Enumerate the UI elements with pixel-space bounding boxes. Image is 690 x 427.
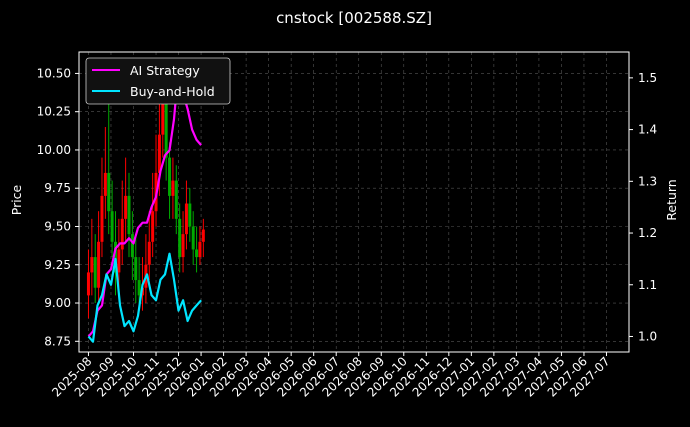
- candle-body: [90, 257, 94, 273]
- candle-body: [103, 172, 107, 196]
- candle-body: [161, 104, 165, 135]
- chart-title: cnstock [002588.SZ]: [276, 9, 432, 27]
- y-right-tick-label: 1.3: [638, 174, 657, 188]
- candle-body: [195, 249, 199, 258]
- y-left-tick-label: 9.00: [44, 296, 71, 310]
- y-left-tick-label: 10.50: [37, 66, 71, 80]
- candle-body: [151, 211, 155, 242]
- y-left-tick-label: 9.50: [44, 219, 71, 233]
- y-axis-label-left: Price: [9, 184, 24, 215]
- candle-body: [137, 280, 141, 296]
- candle-body: [113, 241, 117, 273]
- candle-body: [100, 195, 104, 242]
- candle-body: [201, 229, 205, 242]
- y-left-tick-label: 10.00: [37, 143, 71, 157]
- series-line-buy-and-hold: [87, 252, 202, 343]
- y-right-tick-label: 1.1: [638, 278, 657, 292]
- candle-body: [86, 272, 90, 296]
- left-price-axis: 8.75 9.00 9.25 9.50 9.75 10.00 10.25 10.50: [37, 66, 79, 348]
- candle-body: [127, 195, 131, 235]
- candle-body: [188, 203, 192, 227]
- legend-label-ai-strategy: AI Strategy: [130, 63, 200, 78]
- candle-body: [93, 257, 97, 288]
- candle-body: [198, 241, 202, 258]
- legend-box: [85, 57, 231, 105]
- candle-body: [171, 180, 175, 196]
- y-left-tick-label: 9.25: [44, 258, 71, 272]
- candle-body: [134, 257, 138, 281]
- plot-frame: [78, 51, 630, 353]
- candle-body: [120, 218, 124, 250]
- y-left-tick-label: 9.75: [44, 181, 71, 195]
- y-right-tick-label: 1.4: [638, 123, 657, 137]
- candle-body: [157, 134, 161, 173]
- candle-body: [117, 249, 121, 273]
- y-left-tick-label: 10.25: [37, 105, 71, 119]
- y-right-tick-label: 1.2: [638, 226, 657, 240]
- y-left-tick-label: 8.75: [44, 334, 71, 348]
- candle-body: [191, 226, 195, 250]
- candle-body: [97, 241, 101, 288]
- candle-body: [168, 157, 172, 196]
- candle-body: [178, 218, 182, 258]
- candle-body: [181, 234, 185, 258]
- candle-body: [147, 241, 151, 265]
- candle-body: [164, 104, 168, 158]
- y-right-tick-label: 1.5: [638, 71, 657, 85]
- candle-body: [107, 172, 111, 212]
- y-right-tick-label: 1.0: [638, 329, 657, 343]
- candle-body: [124, 195, 128, 219]
- candle-body: [110, 211, 114, 242]
- legend: AI Strategy Buy-and-Hold: [85, 57, 231, 105]
- y-axis-label-right: Return: [664, 179, 679, 220]
- candle-body: [184, 203, 188, 235]
- candle-body: [130, 234, 134, 258]
- legend-label-buy-and-hold: Buy-and-Hold: [130, 84, 215, 99]
- right-return-axis: 1.0 1.1 1.2 1.3 1.4 1.5: [629, 71, 657, 343]
- candle-body: [174, 180, 178, 219]
